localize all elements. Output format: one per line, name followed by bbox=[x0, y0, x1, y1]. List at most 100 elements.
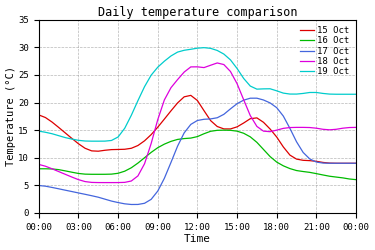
17 Oct bbox=[70, 190, 74, 193]
18 Oct bbox=[63, 173, 68, 176]
16 Oct bbox=[123, 170, 127, 173]
16 Oct bbox=[182, 137, 186, 140]
19 Oct bbox=[96, 140, 100, 143]
18 Oct bbox=[294, 126, 299, 129]
18 Oct bbox=[334, 128, 338, 131]
19 Oct bbox=[189, 48, 193, 51]
19 Oct bbox=[123, 127, 127, 130]
19 Oct bbox=[268, 87, 272, 90]
19 Oct bbox=[156, 66, 160, 69]
15 Oct bbox=[182, 95, 186, 98]
17 Oct bbox=[327, 162, 332, 165]
18 Oct bbox=[202, 66, 206, 69]
16 Oct bbox=[202, 132, 206, 135]
15 Oct bbox=[162, 118, 166, 120]
15 Oct bbox=[149, 133, 153, 136]
16 Oct bbox=[149, 151, 153, 154]
18 Oct bbox=[268, 130, 272, 133]
15 Oct bbox=[235, 125, 239, 128]
18 Oct bbox=[301, 126, 305, 129]
15 Oct bbox=[334, 162, 338, 165]
17 Oct bbox=[123, 202, 127, 205]
16 Oct bbox=[56, 168, 61, 171]
17 Oct bbox=[228, 107, 233, 110]
18 Oct bbox=[149, 142, 153, 145]
17 Oct bbox=[50, 186, 54, 189]
15 Oct bbox=[156, 126, 160, 129]
18 Oct bbox=[123, 181, 127, 184]
15 Oct bbox=[70, 137, 74, 140]
17 Oct bbox=[202, 118, 206, 121]
19 Oct bbox=[354, 93, 358, 96]
15 Oct bbox=[109, 148, 114, 151]
15 Oct bbox=[89, 150, 94, 152]
15 Oct bbox=[228, 128, 233, 130]
18 Oct bbox=[156, 118, 160, 121]
19 Oct bbox=[255, 88, 259, 91]
15 Oct bbox=[321, 161, 325, 164]
16 Oct bbox=[96, 173, 100, 176]
17 Oct bbox=[195, 119, 200, 122]
19 Oct bbox=[89, 140, 94, 143]
16 Oct bbox=[83, 173, 87, 176]
16 Oct bbox=[294, 169, 299, 172]
17 Oct bbox=[176, 145, 180, 148]
16 Oct bbox=[63, 169, 68, 172]
16 Oct bbox=[109, 173, 114, 176]
17 Oct bbox=[116, 201, 120, 204]
18 Oct bbox=[222, 63, 226, 66]
19 Oct bbox=[209, 47, 213, 50]
Line: 17 Oct: 17 Oct bbox=[39, 98, 356, 204]
Line: 19 Oct: 19 Oct bbox=[39, 48, 356, 141]
18 Oct bbox=[103, 181, 107, 184]
17 Oct bbox=[340, 162, 345, 165]
16 Oct bbox=[169, 140, 173, 143]
19 Oct bbox=[162, 60, 166, 63]
18 Oct bbox=[242, 98, 246, 101]
15 Oct bbox=[56, 126, 61, 129]
17 Oct bbox=[149, 198, 153, 201]
16 Oct bbox=[242, 132, 246, 135]
19 Oct bbox=[136, 99, 140, 102]
19 Oct bbox=[321, 92, 325, 95]
15 Oct bbox=[255, 116, 259, 119]
17 Oct bbox=[235, 102, 239, 105]
16 Oct bbox=[248, 135, 252, 138]
15 Oct bbox=[268, 128, 272, 130]
19 Oct bbox=[129, 114, 134, 117]
15 Oct bbox=[274, 136, 279, 138]
19 Oct bbox=[76, 139, 81, 142]
17 Oct bbox=[182, 131, 186, 134]
18 Oct bbox=[70, 176, 74, 178]
19 Oct bbox=[222, 52, 226, 56]
15 Oct bbox=[129, 147, 134, 150]
15 Oct bbox=[261, 121, 266, 124]
18 Oct bbox=[235, 82, 239, 85]
Title: Daily temperature comparison: Daily temperature comparison bbox=[98, 6, 297, 18]
17 Oct bbox=[136, 203, 140, 206]
15 Oct bbox=[169, 109, 173, 112]
18 Oct bbox=[255, 125, 259, 128]
15 Oct bbox=[76, 142, 81, 145]
19 Oct bbox=[63, 136, 68, 139]
18 Oct bbox=[116, 181, 120, 184]
15 Oct bbox=[96, 150, 100, 153]
17 Oct bbox=[83, 193, 87, 196]
17 Oct bbox=[321, 162, 325, 164]
19 Oct bbox=[294, 92, 299, 96]
19 Oct bbox=[109, 139, 114, 142]
18 Oct bbox=[169, 86, 173, 89]
19 Oct bbox=[308, 91, 312, 94]
15 Oct bbox=[354, 162, 358, 165]
18 Oct bbox=[288, 126, 292, 129]
X-axis label: Time: Time bbox=[184, 234, 211, 244]
19 Oct bbox=[327, 92, 332, 96]
17 Oct bbox=[347, 162, 352, 165]
15 Oct bbox=[43, 116, 48, 119]
16 Oct bbox=[354, 178, 358, 181]
16 Oct bbox=[89, 173, 94, 176]
16 Oct bbox=[308, 171, 312, 174]
15 Oct bbox=[83, 147, 87, 150]
16 Oct bbox=[288, 167, 292, 170]
16 Oct bbox=[189, 136, 193, 140]
